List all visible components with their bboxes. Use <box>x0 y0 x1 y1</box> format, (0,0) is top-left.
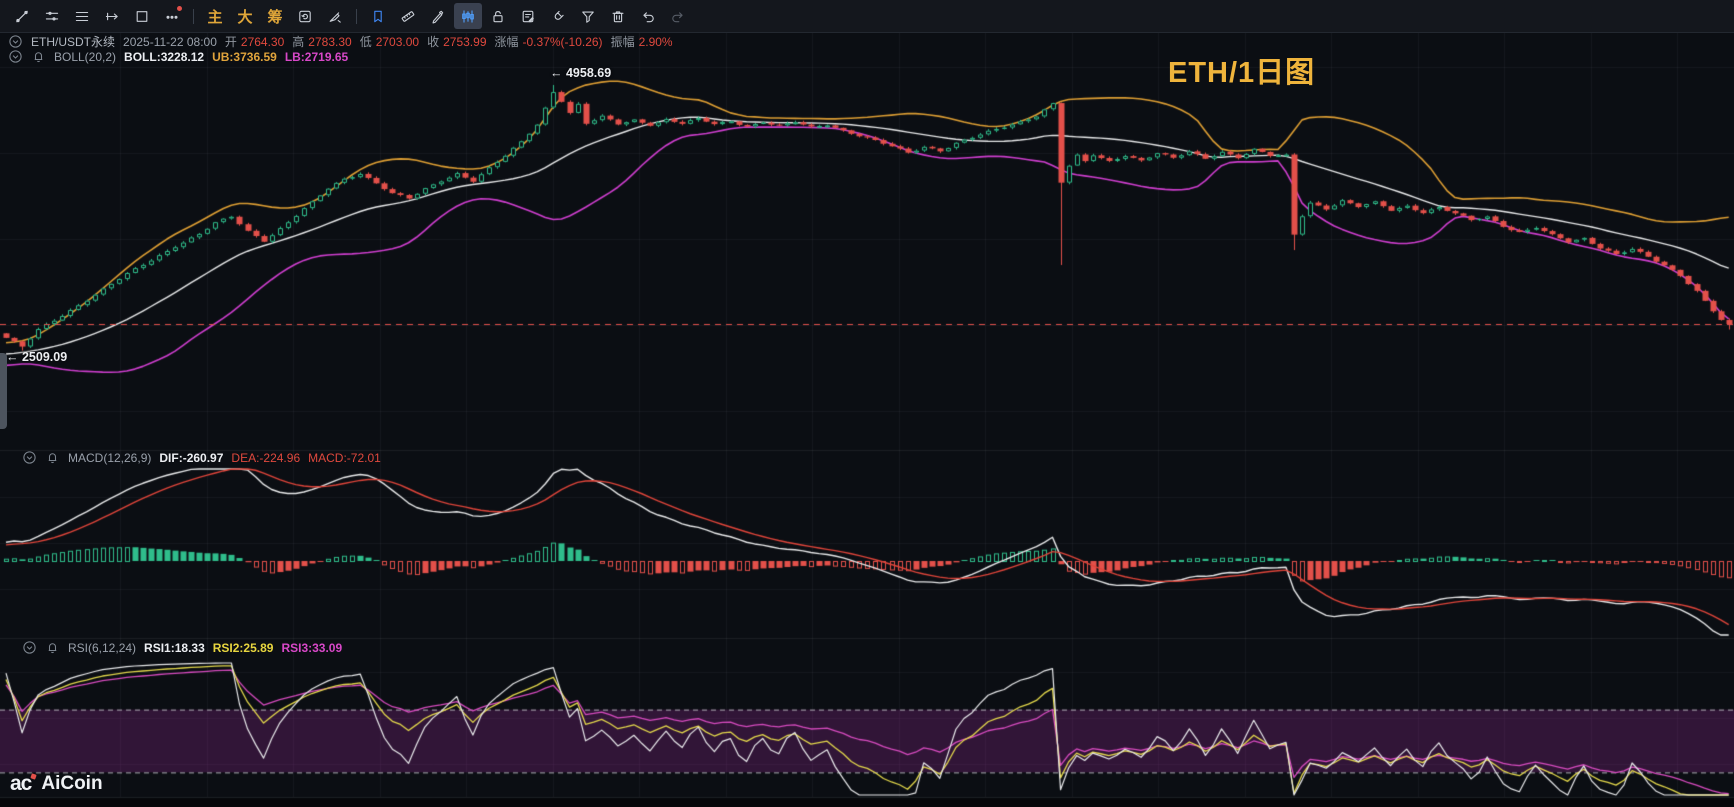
trash-icon <box>612 10 624 22</box>
ruler-tool[interactable] <box>394 3 422 29</box>
rsi1-value: RSI1:18.33 <box>144 640 205 655</box>
rect-tool[interactable] <box>128 3 156 29</box>
collapse-chevron-icon[interactable] <box>8 34 23 49</box>
high-price-marker: ← 4958.69 <box>550 66 612 80</box>
macd-indicator-row: MACD(12,26,9) DIF:-260.97 DEA:-224.96 MA… <box>22 450 381 465</box>
collapse-chevron-icon[interactable] <box>8 49 23 64</box>
magnet-icon <box>554 10 564 20</box>
levels-icon <box>45 11 59 20</box>
pen-tool[interactable] <box>424 3 452 29</box>
symbol-info-row: ETH/USDT永续 2025-11-22 08:00 开 2764.30 高 27… <box>8 33 673 50</box>
left-arrow-icon: ← <box>6 350 19 364</box>
lock-tool[interactable] <box>484 3 512 29</box>
alert-bell-icon[interactable] <box>45 450 60 465</box>
brush-tool[interactable] <box>321 3 349 29</box>
chart-watermark-title: ETH/1日图 <box>1168 57 1316 89</box>
bar-datetime: 2025-11-22 08:00 <box>123 34 217 49</box>
pen-icon <box>432 10 444 23</box>
undo-tool[interactable] <box>634 3 662 29</box>
ray-icon <box>105 12 118 20</box>
alert-bell-icon[interactable] <box>45 640 60 655</box>
boll-name[interactable]: BOLL(20,2) <box>54 49 117 64</box>
candles-tool[interactable] <box>454 3 482 29</box>
bookmark-icon <box>374 10 382 22</box>
lock-icon <box>493 10 503 22</box>
note-icon <box>522 10 534 22</box>
rsi3-value: RSI3:33.09 <box>281 640 343 655</box>
magnet-tool[interactable] <box>544 3 572 29</box>
macd-macd-value: MACD:-72.01 <box>308 450 381 465</box>
toolbar-separator <box>193 8 194 24</box>
trendline-icon <box>16 10 28 22</box>
amplitude-field: 振幅 2.90% <box>610 35 673 49</box>
parallel-icon <box>75 11 89 21</box>
brush-icon <box>329 11 341 23</box>
redo-tool[interactable] <box>664 3 692 29</box>
aicoin-watermark: ac AiCoin <box>10 772 103 796</box>
pair-name[interactable]: ETH/USDT永续 <box>31 35 116 49</box>
levels-tool[interactable] <box>38 3 66 29</box>
collapse-chevron-icon[interactable] <box>22 450 37 465</box>
undo-icon <box>643 11 654 22</box>
rect-icon <box>136 10 148 22</box>
rsi2-value: RSI2:25.89 <box>212 640 274 655</box>
boll-value: BOLL:3228.12 <box>124 49 205 64</box>
alert-bell-icon[interactable] <box>31 49 46 64</box>
aicoin-wordmark: AiCoin <box>41 773 103 794</box>
collapse-chevron-icon[interactable] <box>22 640 37 655</box>
macd-dif-value: DIF:-260.97 <box>159 450 224 465</box>
notification-badge <box>177 6 182 11</box>
high-field: 高 2783.30 <box>292 35 352 49</box>
boll-lb-value: LB:2719.65 <box>284 49 349 64</box>
zhu-tool[interactable]: 主 <box>201 3 229 29</box>
refresh-tool[interactable] <box>291 3 319 29</box>
note-tool[interactable] <box>514 3 542 29</box>
candles-icon <box>462 9 474 23</box>
chou-tool[interactable]: 筹 <box>261 3 289 29</box>
change-field: 涨幅 -0.37%(-10.26) <box>494 35 603 49</box>
more-icon <box>166 15 178 19</box>
filter-icon <box>582 11 594 23</box>
parallel-tool[interactable] <box>68 3 96 29</box>
close-field: 收 2753.99 <box>427 35 487 49</box>
boll-indicator-row: BOLL(20,2) BOLL:3228.12 UB:3736.59 LB:27… <box>8 49 348 64</box>
rsi-name[interactable]: RSI(6,12,24) <box>68 640 137 655</box>
trash-tool[interactable] <box>604 3 632 29</box>
top-toolbar: 主大筹 <box>0 0 1734 33</box>
low-field: 低 2703.00 <box>359 35 420 49</box>
ray-tool[interactable] <box>98 3 126 29</box>
trendline-tool[interactable] <box>8 3 36 29</box>
drawing-panel-handle[interactable] <box>0 353 7 429</box>
da-tool[interactable]: 大 <box>231 3 259 29</box>
rsi-indicator-row: RSI(6,12,24) RSI1:18.33 RSI2:25.89 RSI3:… <box>22 640 342 655</box>
open-field: 开 2764.30 <box>224 35 285 49</box>
ruler-icon <box>401 10 415 22</box>
toolbar-separator <box>356 8 357 24</box>
bookmark-tool[interactable] <box>364 3 392 29</box>
boll-ub-value: UB:3736.59 <box>212 49 277 64</box>
aicoin-logo-icon: ac <box>10 772 38 796</box>
macd-dea-value: DEA:-224.96 <box>231 450 301 465</box>
left-arrow-icon: ← <box>550 66 563 80</box>
filter-tool[interactable] <box>574 3 602 29</box>
low-price-marker: ← 2509.09 <box>6 350 68 364</box>
more-tool[interactable] <box>158 3 186 29</box>
redo-icon <box>672 11 683 22</box>
refresh-icon <box>299 10 311 22</box>
macd-name[interactable]: MACD(12,26,9) <box>68 450 152 465</box>
